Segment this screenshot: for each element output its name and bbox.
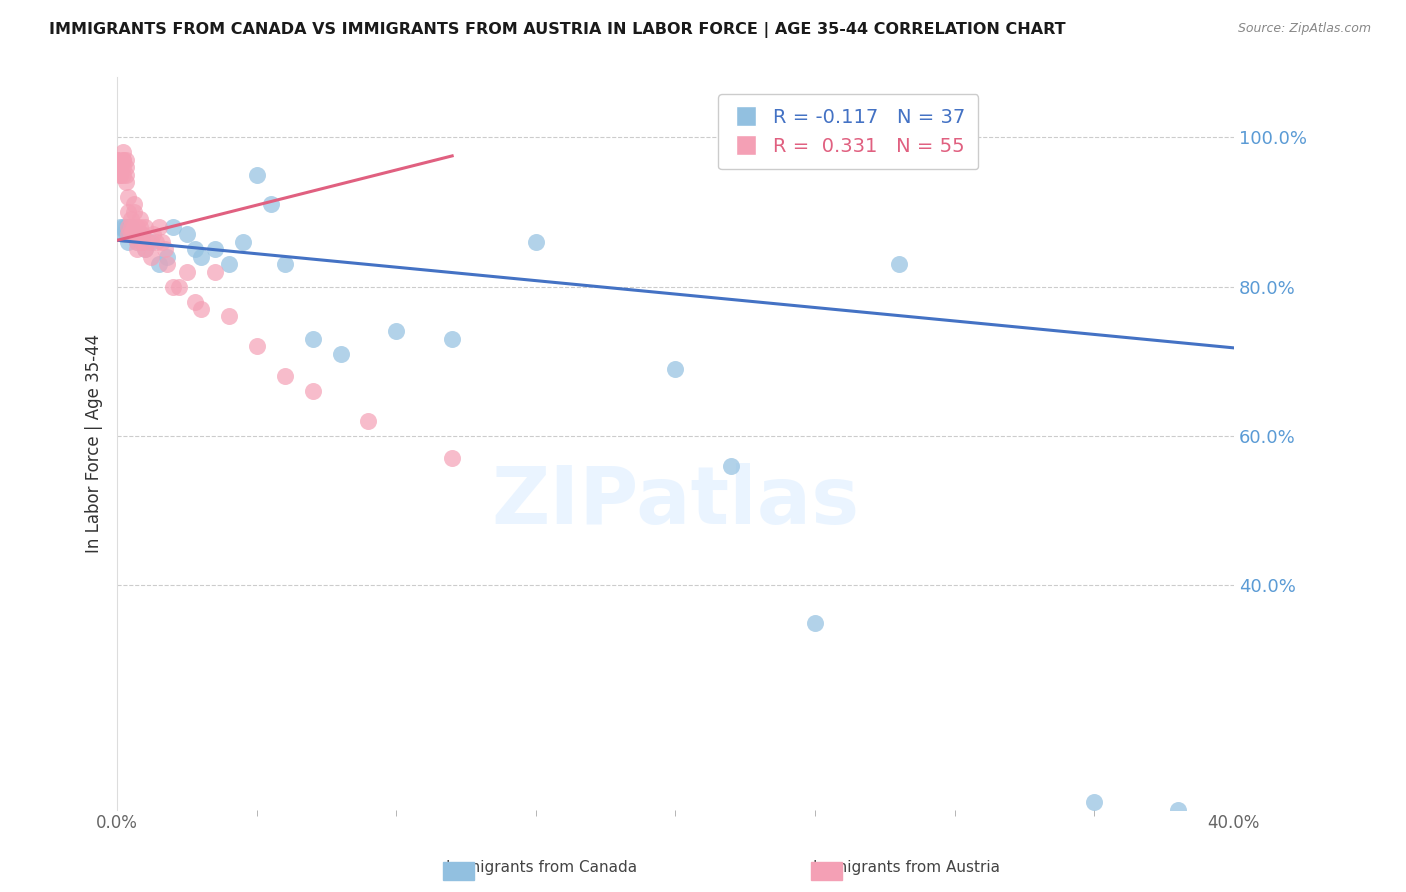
Point: [441, 451, 464, 466]
Point: [108, 168, 131, 182]
Point: [150, 235, 173, 249]
Text: Source: ZipAtlas.com: Source: ZipAtlas.com: [1237, 22, 1371, 36]
Point: [145, 235, 167, 249]
Point: [246, 339, 269, 353]
Point: [167, 279, 190, 293]
Point: [139, 235, 162, 249]
Point: [218, 310, 240, 324]
Point: [111, 153, 134, 167]
Point: [260, 197, 283, 211]
Point: [148, 219, 170, 234]
Point: [117, 227, 139, 242]
Point: [108, 160, 131, 174]
Point: [273, 257, 295, 271]
Point: [148, 257, 170, 271]
Point: [184, 294, 207, 309]
Point: [111, 145, 134, 160]
Point: [273, 369, 295, 384]
Point: [117, 227, 139, 242]
Point: [134, 242, 156, 256]
Point: [156, 257, 179, 271]
Point: [887, 257, 910, 271]
Point: [108, 160, 131, 174]
Point: [125, 219, 148, 234]
Point: [128, 219, 150, 234]
Point: [131, 235, 153, 249]
Point: [153, 242, 176, 256]
Point: [162, 219, 184, 234]
Point: [117, 219, 139, 234]
Point: [441, 332, 464, 346]
Point: [176, 265, 198, 279]
Point: [162, 279, 184, 293]
Point: [122, 205, 145, 219]
Point: [142, 227, 165, 242]
Text: ZIPatlas: ZIPatlas: [491, 463, 859, 541]
Point: [156, 250, 179, 264]
Point: [111, 168, 134, 182]
Point: [122, 197, 145, 211]
Point: [664, 361, 686, 376]
Point: [114, 160, 136, 174]
Point: [329, 347, 352, 361]
Point: [122, 227, 145, 242]
Point: [136, 235, 159, 249]
Point: [128, 227, 150, 242]
Point: [218, 257, 240, 271]
Point: [131, 235, 153, 249]
Point: [134, 219, 156, 234]
Point: [190, 250, 212, 264]
Y-axis label: In Labor Force | Age 35-44: In Labor Force | Age 35-44: [86, 334, 103, 553]
Point: [385, 325, 408, 339]
Point: [120, 219, 142, 234]
Point: [1167, 803, 1189, 817]
Point: [128, 212, 150, 227]
Point: [232, 235, 254, 249]
Legend: R = -0.117   N = 37, R =  0.331   N = 55: R = -0.117 N = 37, R = 0.331 N = 55: [718, 95, 979, 169]
Point: [108, 219, 131, 234]
Point: [120, 219, 142, 234]
Point: [1083, 795, 1105, 809]
Point: [117, 205, 139, 219]
Point: [301, 332, 323, 346]
Point: [117, 190, 139, 204]
Point: [357, 414, 380, 428]
Point: [120, 227, 142, 242]
Point: [108, 168, 131, 182]
Point: [176, 227, 198, 242]
Text: IMMIGRANTS FROM CANADA VS IMMIGRANTS FROM AUSTRIA IN LABOR FORCE | AGE 35-44 COR: IMMIGRANTS FROM CANADA VS IMMIGRANTS FRO…: [49, 22, 1066, 38]
Point: [190, 301, 212, 316]
Point: [114, 219, 136, 234]
Point: [120, 212, 142, 227]
Point: [134, 242, 156, 256]
Point: [122, 219, 145, 234]
Point: [128, 227, 150, 242]
Point: [125, 235, 148, 249]
Point: [114, 168, 136, 182]
Text: Immigrants from Canada: Immigrants from Canada: [446, 861, 637, 875]
Point: [125, 242, 148, 256]
Point: [125, 235, 148, 249]
Point: [524, 235, 547, 249]
Point: [111, 160, 134, 174]
Point: [204, 265, 226, 279]
Point: [139, 250, 162, 264]
Point: [105, 153, 128, 167]
Point: [111, 227, 134, 242]
Point: [246, 168, 269, 182]
Point: [720, 458, 742, 473]
Point: [111, 219, 134, 234]
Point: [184, 242, 207, 256]
Point: [301, 384, 323, 399]
Point: [204, 242, 226, 256]
Point: [114, 175, 136, 189]
Point: [114, 227, 136, 242]
Point: [114, 153, 136, 167]
Point: [131, 227, 153, 242]
Point: [105, 153, 128, 167]
Point: [111, 153, 134, 167]
Point: [804, 615, 827, 630]
Point: [117, 235, 139, 249]
Text: Immigrants from Austria: Immigrants from Austria: [813, 861, 1001, 875]
